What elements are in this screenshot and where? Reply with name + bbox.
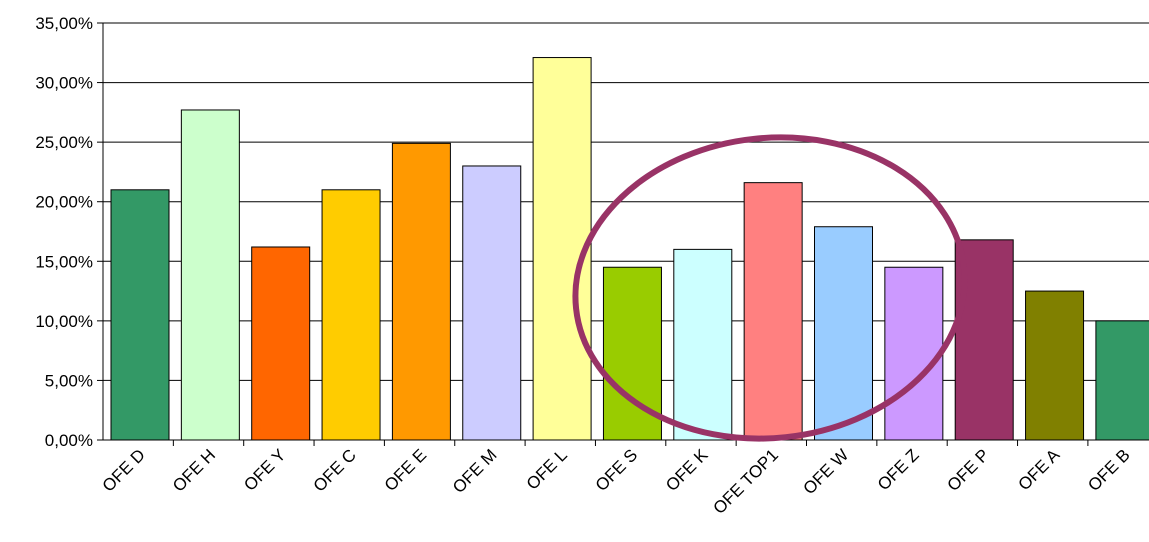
bar-ofe-z bbox=[884, 266, 944, 441]
highlight-annotation bbox=[572, 134, 968, 442]
bars bbox=[110, 57, 1149, 441]
y-tick-label: 15,00% bbox=[35, 252, 93, 271]
bar-ofe-w bbox=[814, 226, 873, 441]
axes bbox=[97, 22, 1149, 446]
x-category-label: OFE H bbox=[169, 445, 219, 495]
y-axis-tick-labels: 0,00% 5,00% 10,00% 15,00% 20,00% 25,00% 30,00%… bbox=[35, 14, 93, 450]
x-category-label: OFE P bbox=[944, 445, 994, 495]
x-category-label: OFE S bbox=[592, 445, 642, 495]
bar-ofe-h bbox=[180, 109, 240, 441]
highlight-ellipse bbox=[572, 134, 968, 442]
y-tick-label: 5,00% bbox=[45, 371, 93, 390]
bar-ofe-e bbox=[391, 142, 451, 441]
bar-ofe-top1 bbox=[743, 182, 803, 441]
x-axis-category-labels: OFE D OFE H OFE Y OFE C OFE E OFE M OFE L OFE S… bbox=[99, 445, 1134, 518]
x-category-label: OFE Y bbox=[240, 445, 289, 494]
y-tick-label: 0,00% bbox=[45, 431, 93, 450]
x-category-label: OFE K bbox=[662, 445, 712, 495]
bar-ofe-b bbox=[1095, 320, 1149, 441]
x-category-label: OFE L bbox=[523, 445, 571, 493]
x-category-label: OFE M bbox=[449, 445, 501, 497]
bar-ofe-d bbox=[110, 189, 170, 441]
bar-ofe-k bbox=[673, 248, 733, 441]
x-category-label: OFE C bbox=[310, 445, 360, 495]
x-category-label: OFE W bbox=[799, 445, 852, 498]
bar-ofe-a bbox=[1025, 290, 1085, 441]
bar-ofe-y bbox=[251, 246, 311, 441]
y-tick-label: 25,00% bbox=[35, 133, 93, 152]
y-tick-label: 20,00% bbox=[35, 193, 93, 212]
x-category-label: OFE Z bbox=[874, 445, 923, 494]
x-category-label: OFE E bbox=[381, 445, 431, 495]
x-category-label: OFE TOP1 bbox=[710, 445, 782, 517]
bar-ofe-m bbox=[462, 165, 522, 441]
bar-ofe-c bbox=[321, 189, 381, 441]
y-tick-label: 10,00% bbox=[35, 312, 93, 331]
x-category-label: OFE D bbox=[99, 445, 149, 495]
x-category-label: OFE B bbox=[1084, 445, 1134, 495]
y-tick-label: 35,00% bbox=[35, 14, 93, 33]
x-category-label: OFE A bbox=[1015, 445, 1064, 494]
y-tick-label: 30,00% bbox=[35, 74, 93, 93]
